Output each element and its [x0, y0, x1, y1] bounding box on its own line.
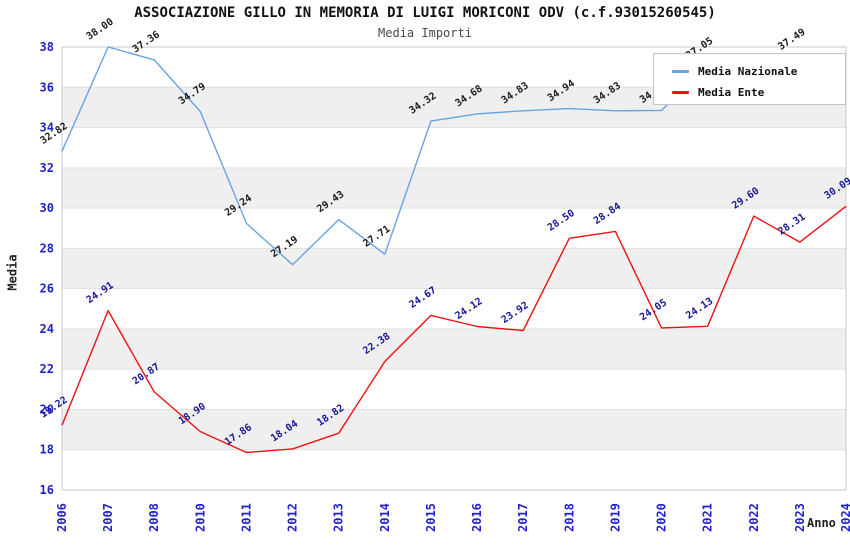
chart-subtitle: Media Importi: [378, 26, 472, 40]
x-tick-label: 2020: [655, 503, 669, 532]
band: [62, 409, 846, 450]
x-tick-label: 2016: [470, 503, 484, 532]
y-tick-label: 20: [40, 402, 54, 416]
y-tick-label: 26: [40, 282, 54, 296]
data-label: 37.36: [131, 29, 162, 55]
media-ente-line: [61, 205, 847, 454]
y-tick-label: 28: [40, 241, 54, 255]
x-tick-label: 2007: [101, 503, 115, 532]
media-ente-line-swatch: [672, 91, 689, 94]
chart-title: ASSOCIAZIONE GILLO IN MEMORIA DI LUIGI M…: [134, 5, 716, 21]
x-tick-label: 2012: [286, 503, 300, 532]
legend-item-media-nazionale: Media Nazionale: [672, 61, 845, 82]
legend-item-media-ente: Media Ente: [672, 82, 845, 103]
y-axis-title: Media: [5, 254, 20, 291]
y-tick-label: 38: [40, 40, 54, 54]
y-tick-label: 34: [40, 121, 54, 135]
data-label: 28.50: [546, 208, 577, 234]
data-label: 24.12: [454, 296, 485, 322]
media-nazionale-line-swatch: [672, 70, 689, 73]
data-label: 28.31: [776, 212, 807, 238]
x-tick-label: 2022: [747, 503, 761, 532]
x-tick-label: 2013: [332, 503, 346, 532]
legend-label-media-ente: Media Ente: [698, 86, 765, 99]
x-tick-label: 2017: [516, 503, 530, 532]
y-tick-label: 36: [40, 80, 54, 94]
x-tick-label: 2019: [608, 503, 622, 532]
x-tick-label: 2015: [424, 503, 438, 532]
x-tick-label: 2018: [562, 503, 576, 532]
y-tick-label: 30: [40, 201, 54, 215]
x-tick-label: 2023: [793, 503, 807, 532]
data-label: 37.49: [776, 27, 807, 53]
x-tick-label: 2006: [55, 503, 69, 532]
x-tick-label: 2008: [147, 503, 161, 532]
legend-label-media-nazionale: Media Nazionale: [698, 65, 798, 78]
x-tick-label: 2024: [839, 503, 850, 532]
data-label: 23.92: [500, 300, 531, 326]
y-tick-label: 32: [40, 161, 54, 175]
y-tick-label: 22: [40, 362, 54, 376]
plot-border: [61, 46, 847, 491]
x-tick-label: 2010: [193, 503, 207, 532]
data-label: 38.00: [85, 17, 116, 43]
x-tick-label: 2014: [378, 503, 392, 532]
y-tick-label: 16: [40, 483, 54, 497]
band: [62, 167, 846, 209]
y-tick-label: 18: [40, 443, 54, 457]
x-tick-label: 2021: [701, 503, 715, 532]
legend: Media Nazionale Media Ente: [653, 53, 846, 105]
data-label: 24.05: [638, 297, 669, 323]
band: [62, 328, 846, 370]
y-tick-label: 24: [40, 322, 54, 336]
x-axis-title: Anno: [807, 516, 836, 530]
x-tick-label: 2011: [239, 503, 253, 532]
band: [62, 248, 846, 289]
